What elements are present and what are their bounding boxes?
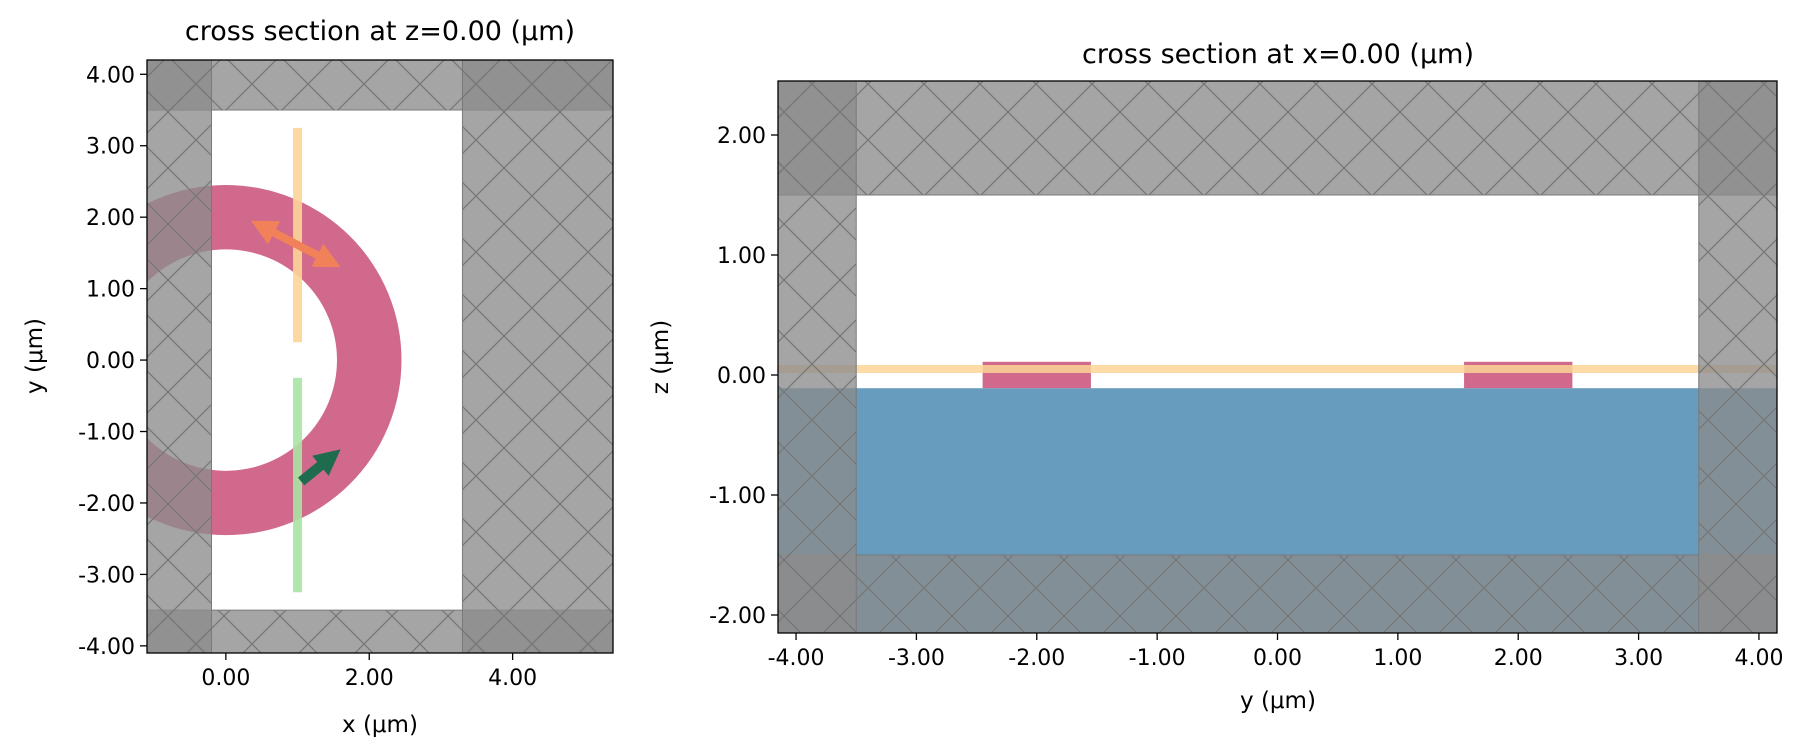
right-y-axis-label: z (μm)	[648, 320, 674, 394]
pml-hatch-left	[147, 60, 212, 653]
y-tick-label: 2.00	[86, 206, 135, 231]
x-tick-label: 0.00	[201, 666, 250, 691]
pml-hatch-right	[462, 60, 613, 653]
x-tick-label: -4.00	[768, 646, 825, 671]
x-tick-label: 3.00	[1614, 646, 1663, 671]
y-tick-label: -1.00	[709, 484, 766, 509]
pml-hatch-bottom	[778, 555, 1777, 633]
left-x-ticks: 0.00 2.00 4.00	[201, 653, 537, 691]
right-y-ticks: 2.00 1.00 0.00 -1.00 -2.00	[709, 124, 778, 629]
y-tick-label: 1.00	[717, 244, 766, 269]
x-tick-label: 1.00	[1373, 646, 1422, 671]
right-chart-title: cross section at x=0.00 (μm)	[1082, 39, 1474, 70]
pml-hatch-right	[1698, 81, 1777, 633]
left-axes-frame	[146, 59, 614, 654]
pml-hatch-top	[778, 81, 1777, 195]
right-x-ticks: -4.00 -3.00 -2.00 -1.00 0.00 1.00 2.00 3.00 4.00	[768, 633, 1783, 671]
x-tick-label: -2.00	[1008, 646, 1065, 671]
x-tick-label: -1.00	[1129, 646, 1186, 671]
x-tick-label: 4.00	[488, 666, 537, 691]
y-tick-label: -1.00	[78, 421, 135, 446]
right-x-axis-label: y (μm)	[1240, 688, 1316, 714]
y-tick-label: -3.00	[78, 563, 135, 588]
y-tick-label: -2.00	[78, 492, 135, 517]
y-tick-label: 1.00	[86, 278, 135, 303]
x-tick-label: 0.00	[1253, 646, 1302, 671]
left-x-axis-label: x (μm)	[342, 712, 418, 738]
y-tick-label: 2.00	[717, 124, 766, 149]
right-chart: cross section at x=0.00 (μm) -4.00 -3.00-…	[648, 39, 1783, 714]
x-tick-label: -3.00	[888, 646, 945, 671]
left-y-ticks: 4.00 3.00 2.00 1.00 0.00 -1.00 -2.00 -3.00 -4.00	[78, 63, 147, 660]
mode-direction-arrow-head	[312, 449, 341, 476]
x-tick-label: 4.00	[1734, 646, 1783, 671]
source-arrow-tail-head	[250, 220, 281, 245]
left-plot-area	[147, 60, 613, 653]
source-arrow-head	[311, 243, 341, 268]
source-polarization-arrow	[266, 226, 325, 262]
pml-hatch-left	[778, 81, 857, 633]
y-tick-label: 3.00	[86, 135, 135, 160]
y-tick-label: -4.00	[78, 635, 135, 660]
ring-resonator	[147, 185, 402, 536]
x-tick-label: 2.00	[1494, 646, 1543, 671]
right-plot-area	[778, 81, 1777, 633]
y-tick-label: 0.00	[717, 364, 766, 389]
left-chart: cross section at z=0.00 (μm) 0.00 2.00 4.0…	[22, 16, 614, 738]
y-tick-label: 0.00	[86, 349, 135, 374]
x-tick-label: 2.00	[345, 666, 394, 691]
y-tick-label: 4.00	[86, 63, 135, 88]
left-chart-title: cross section at z=0.00 (μm)	[185, 16, 575, 47]
left-y-axis-label: y (μm)	[22, 318, 48, 394]
y-tick-label: -2.00	[709, 604, 766, 629]
